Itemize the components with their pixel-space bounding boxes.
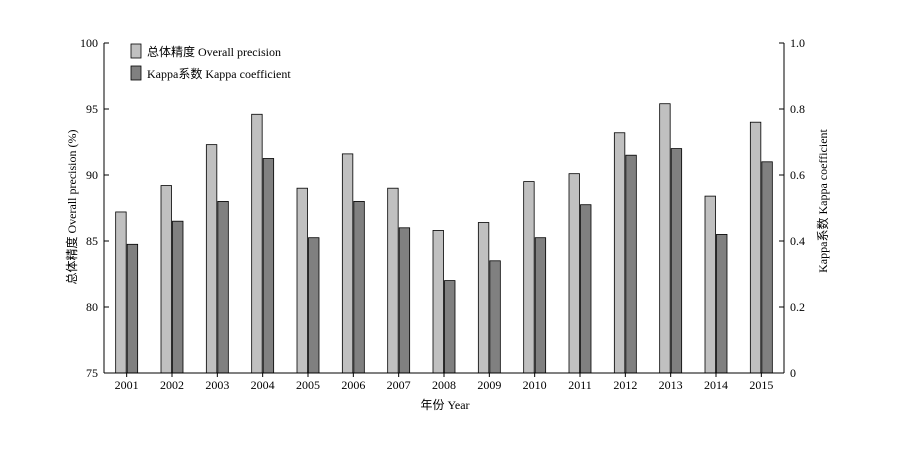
y2-tick-label-0.2: 0.2	[790, 300, 805, 314]
x-tick-label-2005: 2005	[296, 378, 320, 392]
y-tick-label-90: 90	[86, 168, 98, 182]
bar-overall-2006	[341, 153, 354, 374]
x-tick-label-2006: 2006	[341, 378, 365, 392]
bar-overall-2007	[387, 187, 399, 374]
y-tick-label-85: 85	[86, 234, 98, 248]
x-tick-label-2003: 2003	[205, 378, 229, 392]
x-axis-title: 年份 Year	[420, 398, 469, 412]
x-tick-label-2001: 2001	[115, 378, 139, 392]
y2-tick-label-0.6: 0.6	[790, 168, 805, 182]
bar-kappa-2015	[761, 161, 773, 374]
bar-kappa-2012	[625, 154, 637, 374]
bars-layer	[115, 103, 773, 374]
bar-overall-2002	[160, 185, 172, 374]
y2-tick-label-0: 0	[790, 366, 796, 380]
bar-kappa-2007	[398, 227, 411, 374]
bar-kappa-2010	[534, 237, 547, 374]
y2-tick-label-0.8: 0.8	[790, 102, 805, 116]
bar-kappa-2009	[489, 260, 501, 374]
bar-kappa-2003	[217, 200, 229, 374]
bar-overall-2009	[477, 222, 490, 374]
bar-overall-2010	[523, 181, 535, 374]
bar-kappa-2011	[580, 204, 592, 374]
x-tick-label-2011: 2011	[568, 378, 592, 392]
ticks-layer: 75 80 85 90 95 100 0 0.2 0.4 0.6 0.8 1.0 2001 2002 200…	[80, 36, 805, 392]
x-tick-label-2010: 2010	[523, 378, 547, 392]
legend-label-overall: 总体精度 Overall precision	[147, 44, 281, 59]
x-tick-label-2002: 2002	[160, 378, 184, 392]
bar-overall-2014	[704, 195, 716, 374]
bar-overall-2012	[613, 132, 626, 374]
y-tick-label-95: 95	[86, 102, 98, 116]
bar-kappa-2001	[126, 243, 139, 374]
x-tick-label-2014: 2014	[704, 378, 728, 392]
bar-overall-2008	[432, 230, 444, 374]
x-tick-label-2009: 2009	[477, 378, 501, 392]
y-axis-title: 总体精度 Overall precision (%)	[64, 130, 79, 285]
bar-kappa-2006	[353, 200, 365, 374]
bar-kappa-2014	[716, 233, 728, 374]
bar-overall-2004	[251, 113, 263, 374]
y2-axis-title: Kappa系数 Kappa coefficient	[815, 128, 830, 272]
x-tick-label-2007: 2007	[387, 378, 411, 392]
bar-kappa-2008	[444, 280, 456, 374]
y2-tick-label-1.0: 1.0	[790, 36, 805, 50]
y2-tick-label-0.4: 0.4	[790, 234, 805, 248]
bar-overall-2001	[115, 211, 127, 374]
x-tick-label-2013: 2013	[659, 378, 683, 392]
bar-kappa-2005	[308, 237, 320, 374]
x-tick-label-2015: 2015	[749, 378, 773, 392]
legend-swatch-overall	[130, 43, 142, 59]
bar-overall-2011	[568, 173, 580, 374]
y-tick-label-80: 80	[86, 300, 98, 314]
legend-label-kappa: Kappa系数 Kappa coefficient	[147, 66, 291, 81]
bar-kappa-2004	[262, 158, 275, 374]
bar-kappa-2002	[172, 220, 184, 374]
y-tick-label-75: 75	[86, 366, 98, 380]
bar-kappa-2013	[670, 148, 683, 374]
legend: 总体精度 Overall precision Kappa系数 Kappa coe…	[130, 43, 291, 81]
x-tick-label-2008: 2008	[432, 378, 456, 392]
bar-overall-2013	[659, 103, 671, 374]
y-tick-label-100: 100	[80, 36, 98, 50]
x-tick-label-2004: 2004	[251, 378, 275, 392]
bar-overall-2005	[296, 187, 308, 374]
bar-overall-2015	[749, 121, 762, 374]
legend-swatch-kappa	[130, 65, 142, 81]
x-tick-label-2012: 2012	[613, 378, 637, 392]
bar-overall-2003	[205, 144, 218, 374]
